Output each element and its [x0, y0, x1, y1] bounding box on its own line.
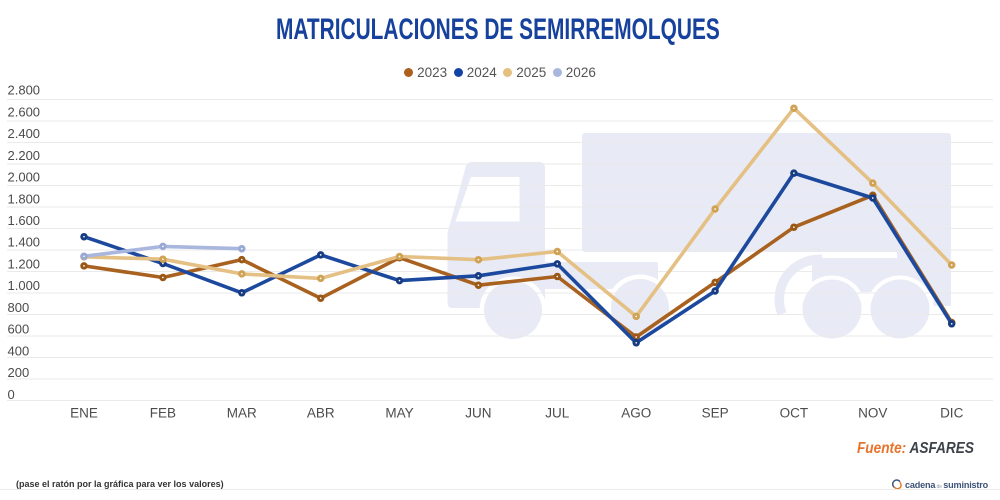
svg-text:2.000: 2.000 — [8, 170, 41, 185]
svg-text:1.600: 1.600 — [8, 213, 41, 228]
svg-text:1.800: 1.800 — [8, 191, 41, 206]
svg-text:1.200: 1.200 — [8, 257, 41, 272]
svg-text:OCT: OCT — [780, 406, 809, 421]
svg-text:2.200: 2.200 — [8, 148, 41, 163]
svg-text:AGO: AGO — [621, 406, 651, 421]
svg-text:1.400: 1.400 — [8, 235, 41, 250]
svg-text:ABR: ABR — [307, 406, 335, 421]
svg-text:MAY: MAY — [385, 406, 413, 421]
svg-text:1.000: 1.000 — [8, 278, 41, 293]
svg-text:MAR: MAR — [227, 406, 257, 421]
svg-text:0: 0 — [8, 387, 15, 402]
svg-text:JUL: JUL — [545, 406, 569, 421]
svg-text:NOV: NOV — [858, 406, 887, 421]
svg-text:400: 400 — [8, 343, 30, 358]
svg-text:200: 200 — [8, 365, 30, 380]
svg-text:2.800: 2.800 — [8, 83, 41, 98]
svg-text:2.400: 2.400 — [8, 126, 41, 141]
svg-text:2.600: 2.600 — [8, 104, 41, 119]
svg-text:FEB: FEB — [150, 406, 176, 421]
svg-text:DIC: DIC — [940, 406, 964, 421]
svg-text:SEP: SEP — [702, 406, 729, 421]
svg-text:JUN: JUN — [465, 406, 491, 421]
svg-text:ENE: ENE — [70, 406, 98, 421]
svg-text:800: 800 — [8, 300, 30, 315]
svg-text:600: 600 — [8, 322, 30, 337]
